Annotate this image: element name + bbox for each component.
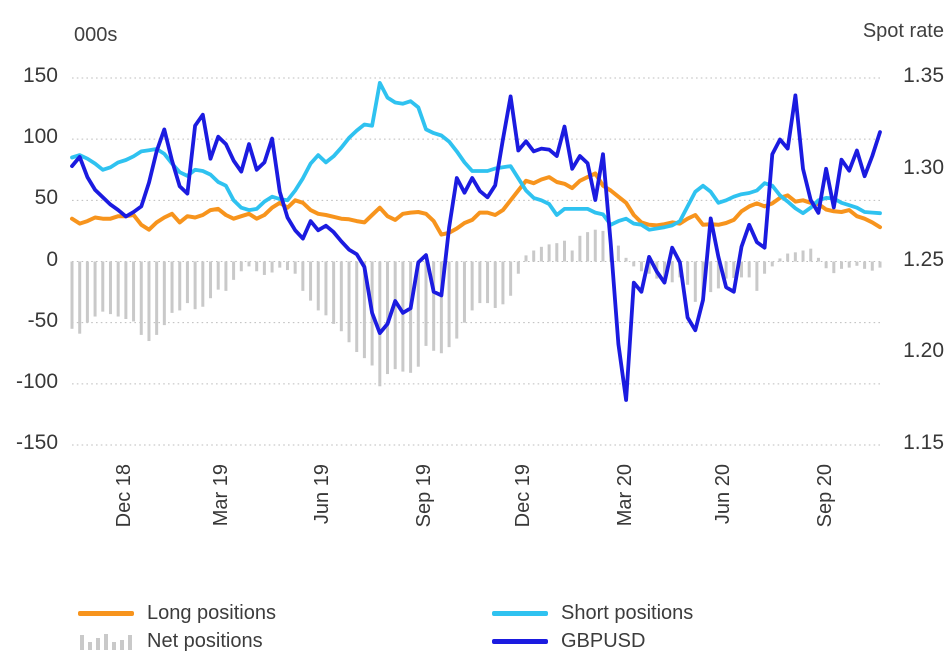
x-tick-jun-19: Jun 19 bbox=[310, 464, 333, 525]
x-tick-jun-20: Jun 20 bbox=[711, 464, 734, 525]
y-left-tick--50: -50 bbox=[27, 308, 58, 332]
legend-label-long: Long positions bbox=[147, 601, 276, 624]
x-tick-mar-20: Mar 20 bbox=[614, 464, 637, 527]
y-left-tick--100: -100 bbox=[15, 369, 58, 393]
legend-item-short-positions: Short positions bbox=[492, 601, 693, 625]
y-right-tick-1.35: 1.35 bbox=[903, 64, 944, 88]
y-left-tick-0: 0 bbox=[46, 247, 58, 271]
legend-item-gbpusd: GBPUSD bbox=[492, 629, 693, 653]
right-axis-title: Spot rate bbox=[862, 20, 944, 42]
legend-item-net-positions: Net positions bbox=[78, 629, 276, 653]
y-right-tick-1.20: 1.20 bbox=[903, 339, 944, 363]
y-left-tick-100: 100 bbox=[22, 125, 58, 149]
cyan-line-swatch-icon bbox=[492, 610, 550, 616]
y-right-tick-1.15: 1.15 bbox=[903, 431, 944, 455]
legend-item-long-positions: Long positions bbox=[78, 601, 276, 625]
series-line-short bbox=[70, 81, 882, 232]
gray-bars-swatch-icon bbox=[78, 630, 136, 652]
x-tick-sep-20: Sep 20 bbox=[814, 464, 837, 528]
blue-line-swatch-icon bbox=[492, 638, 550, 644]
x-tick-sep-19: Sep 19 bbox=[413, 464, 436, 528]
y-left-tick-50: 50 bbox=[34, 186, 58, 210]
left-axis-title: 000s bbox=[74, 24, 118, 46]
orange-line-swatch-icon bbox=[78, 610, 136, 616]
legend-column-left: Long positions Net positions bbox=[78, 601, 276, 653]
y-left-tick-150: 150 bbox=[22, 64, 58, 88]
y-right-tick-1.25: 1.25 bbox=[903, 247, 944, 271]
x-tick-dec-19: Dec 19 bbox=[511, 464, 534, 528]
y-right-tick-1.30: 1.30 bbox=[903, 155, 944, 179]
y-left-tick--150: -150 bbox=[15, 431, 58, 455]
legend-label-gbpusd: GBPUSD bbox=[561, 629, 646, 652]
x-tick-mar-19: Mar 19 bbox=[210, 464, 233, 527]
series-line-long bbox=[70, 171, 882, 237]
legend-label-net: Net positions bbox=[147, 629, 263, 652]
legend-column-right: Short positions GBPUSD bbox=[492, 601, 693, 653]
x-tick-dec-18: Dec 18 bbox=[113, 464, 136, 528]
legend-label-short: Short positions bbox=[561, 601, 694, 624]
net-positions-bars bbox=[70, 229, 882, 387]
series-line-gbpusd bbox=[70, 93, 882, 402]
